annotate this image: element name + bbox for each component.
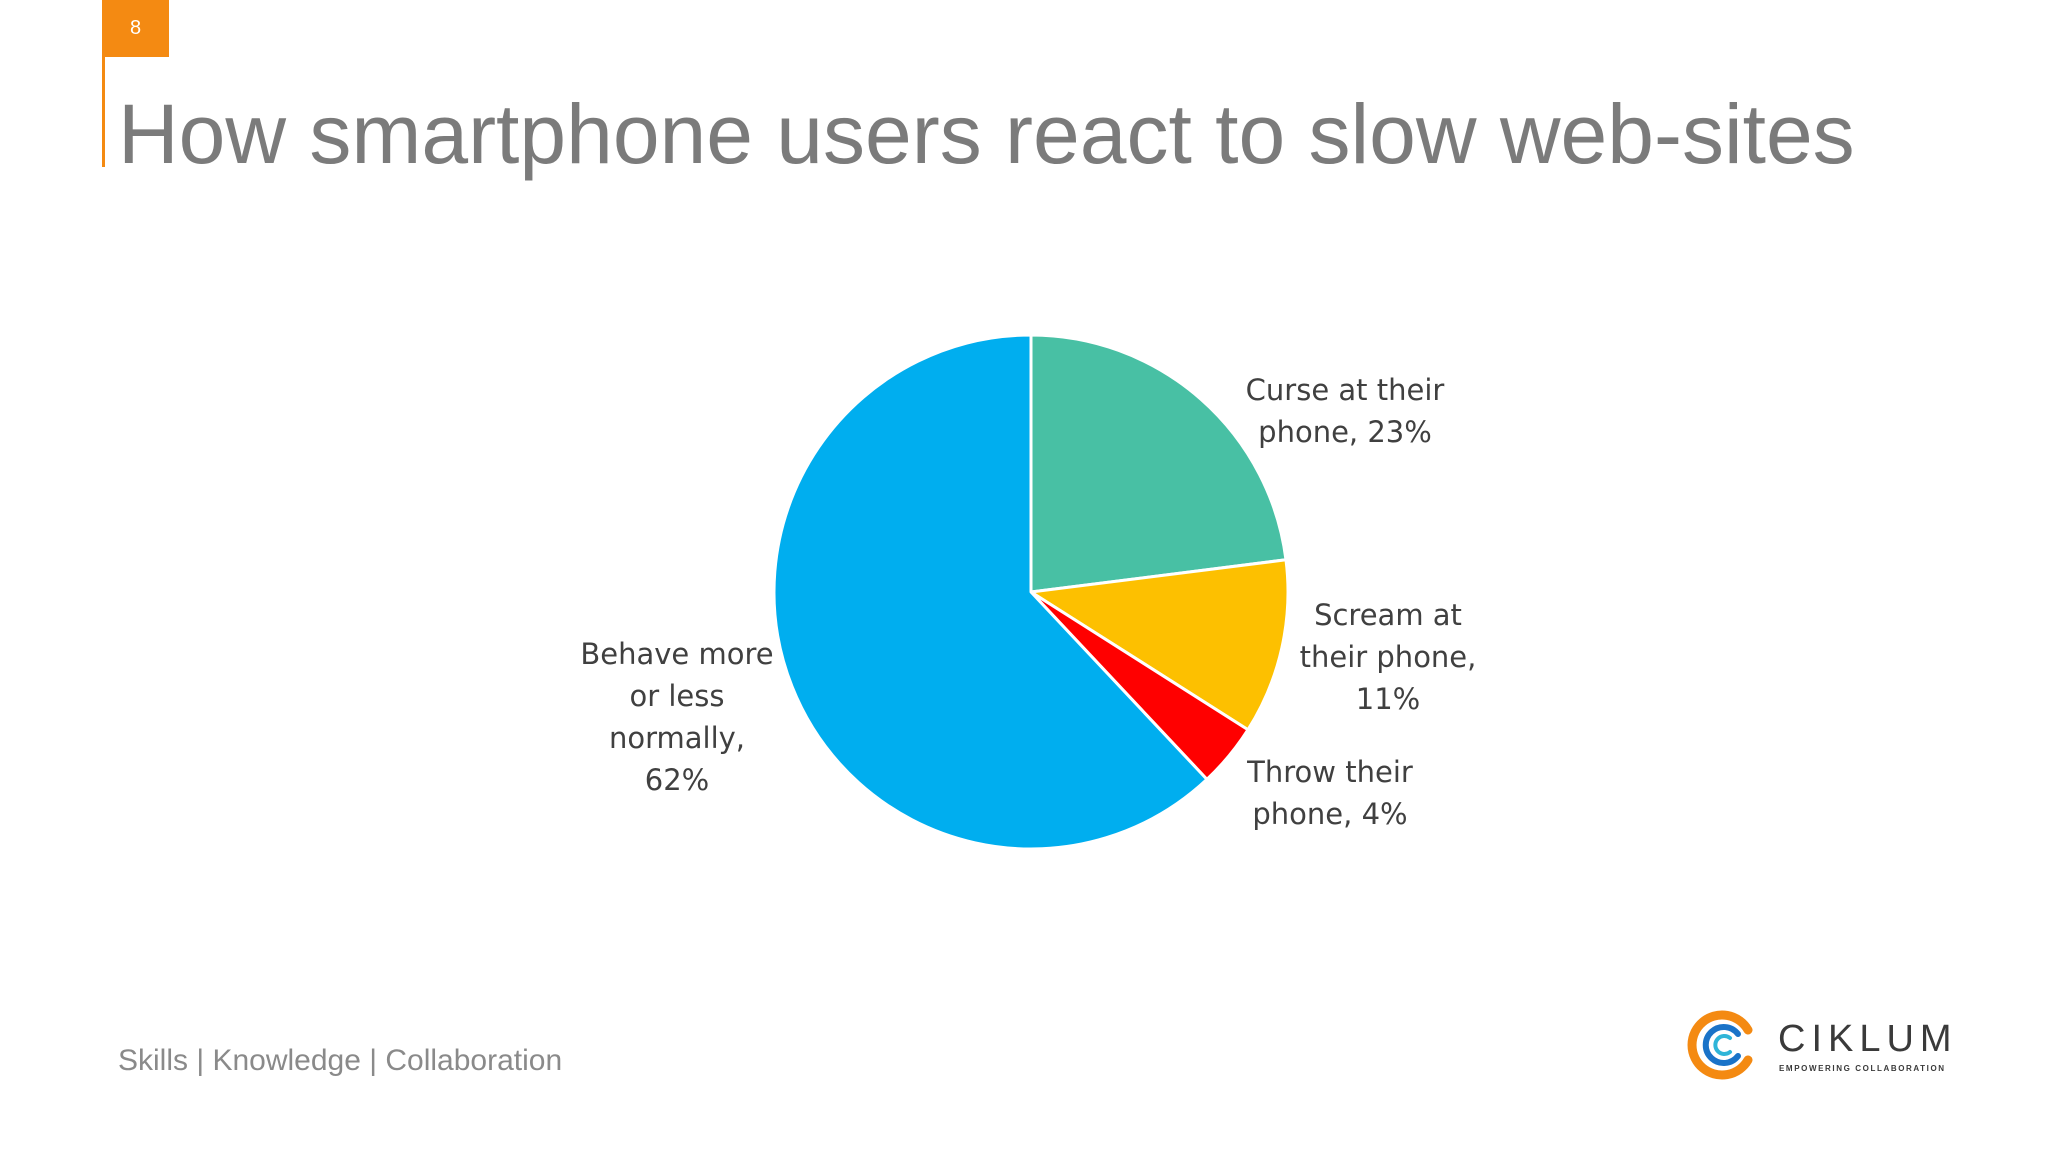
footer-tagline: Skills | Knowledge | Collaboration xyxy=(118,1044,563,1077)
slice-label-line: Throw their xyxy=(1246,755,1413,789)
page-number-badge: 8 xyxy=(102,0,169,57)
slice-label-line: Behave more xyxy=(580,637,773,671)
page-number: 8 xyxy=(129,17,142,39)
slice-label-line: 62% xyxy=(645,763,709,797)
logo-tagline: EMPOWERING COLLABORATION xyxy=(1779,1064,1946,1073)
slice-label-line: Scream at xyxy=(1314,598,1462,632)
slice-label-3: Throw their phone, 4% xyxy=(1246,755,1413,831)
title-accent-line xyxy=(102,57,105,167)
pie-slice-2 xyxy=(1029,558,1290,732)
slice-label-line: Curse at their xyxy=(1246,373,1445,407)
ciklum-logo-icon xyxy=(1687,1010,1753,1080)
ciklum-logo: CIKLUM EMPOWERING COLLABORATION xyxy=(1686,1008,1952,1082)
slice-label-line: 11% xyxy=(1356,682,1420,716)
pie-slice-4 xyxy=(772,333,1209,851)
pie-labels: Curse at their phone, 23% Scream at their p… xyxy=(580,373,1476,831)
slice-label-line: their phone, xyxy=(1300,640,1477,674)
slice-label-line: normally, xyxy=(609,721,745,755)
pie-slice-1 xyxy=(1029,333,1288,594)
slice-label-1: Curse at their phone, 23% xyxy=(1246,373,1445,449)
slice-label-4: Behave more or less normally, 62% xyxy=(580,637,773,797)
slice-label-2: Scream at their phone, 11% xyxy=(1300,598,1477,716)
slice-label-line: phone, 23% xyxy=(1258,415,1432,449)
slice-label-line: phone, 4% xyxy=(1252,797,1407,831)
logo-wordmark: CIKLUM xyxy=(1778,1018,1958,1060)
slice-label-line: or less xyxy=(629,679,724,713)
slide-title: How smartphone users react to slow web-s… xyxy=(118,87,1855,181)
pie-slices xyxy=(772,333,1290,851)
